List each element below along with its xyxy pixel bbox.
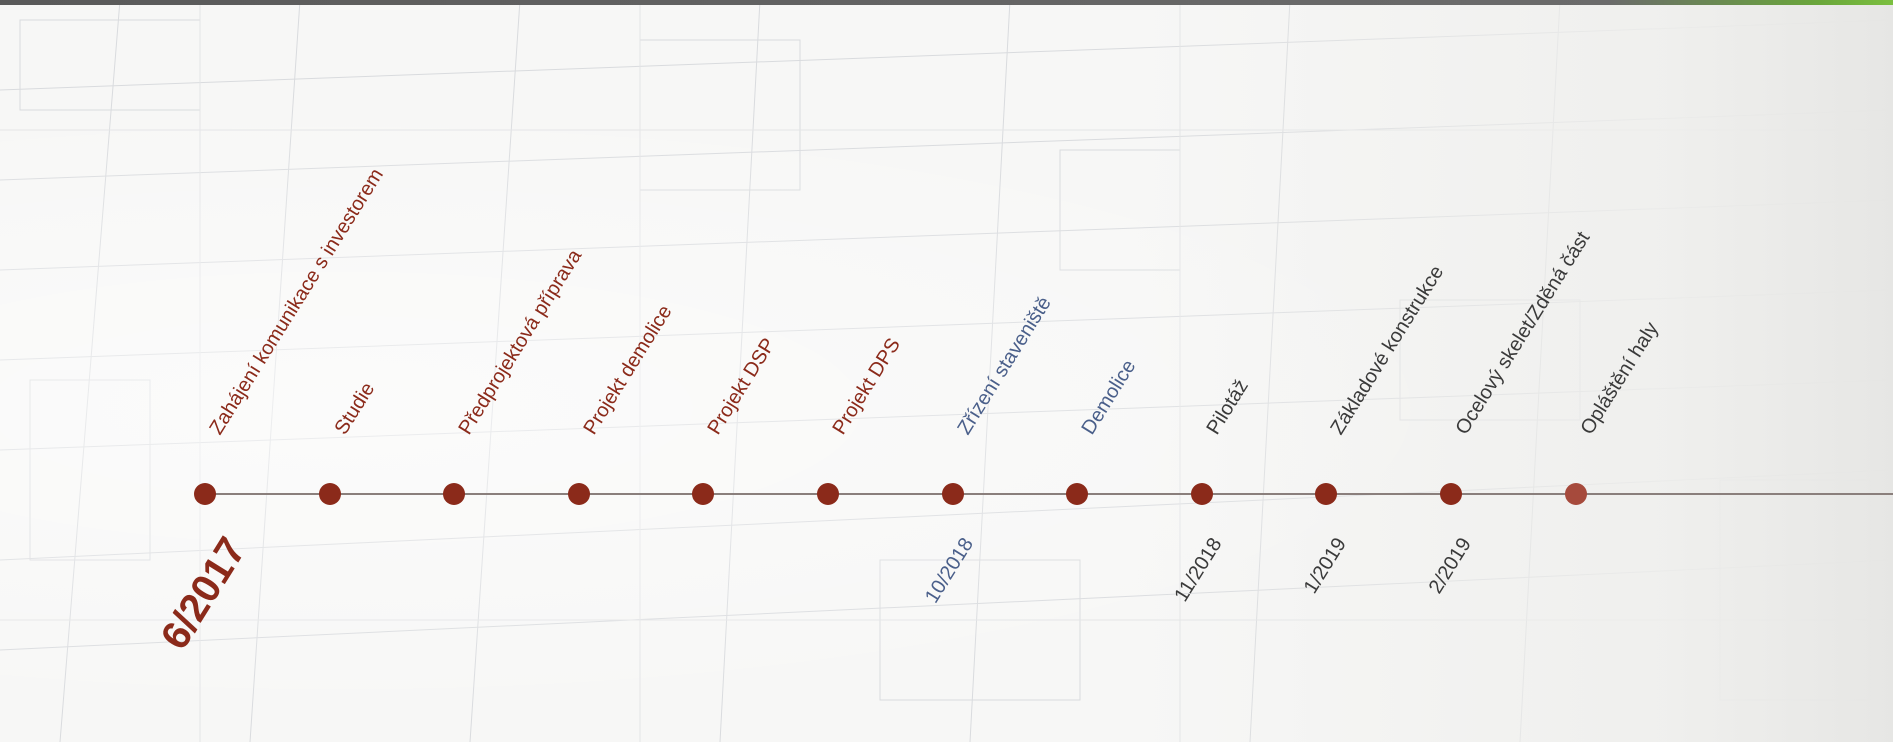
timeline-axis: [205, 493, 1893, 495]
timeline-dot: [1564, 483, 1587, 505]
timeline-dot: [1066, 483, 1089, 505]
top-border-bar: [0, 0, 1893, 5]
timeline-dot: [1190, 483, 1213, 505]
timeline-dot: [817, 483, 839, 505]
timeline-dot: [692, 483, 715, 505]
timeline-dot: [443, 483, 466, 505]
timeline-dot: [1315, 483, 1338, 505]
timeline-dot: [318, 483, 341, 505]
timeline-dot: [1440, 483, 1462, 505]
timeline-dot: [567, 483, 590, 505]
timeline-dot: [194, 483, 216, 505]
timeline-dot: [941, 483, 964, 505]
